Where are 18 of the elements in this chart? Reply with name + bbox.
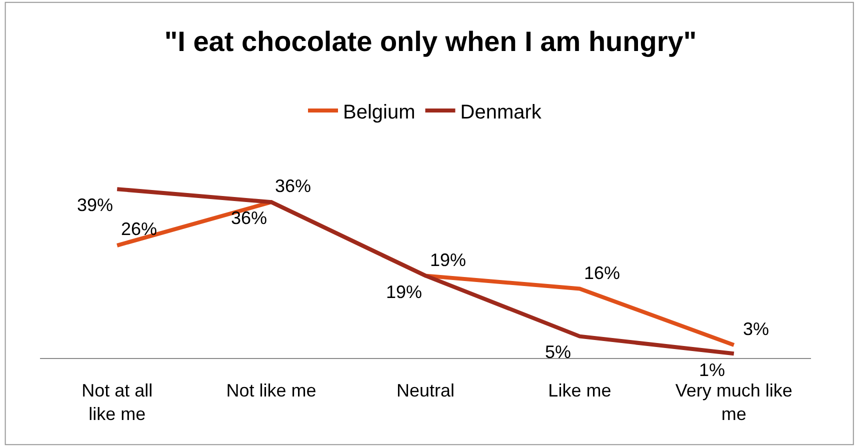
data-label: 39% [77,195,114,215]
data-label: 16% [584,263,620,283]
legend-label: Denmark [460,101,542,124]
x-tick-label: Like me [548,380,612,401]
x-tick-label: Neutral [396,380,455,401]
data-label: 26% [121,219,158,239]
data-label: 36% [231,208,268,228]
data-label: 19% [386,282,422,302]
x-tick-label: Very much like me [675,380,792,424]
legend-label: Belgium [343,101,416,124]
data-label: 3% [743,319,770,339]
data-label: 5% [545,342,572,362]
x-tick-label: Not at all like me [82,380,153,424]
data-label: 19% [430,250,466,270]
chart-title: "I eat chocolate only when I am hungry" [164,26,697,57]
data-label: 1% [699,360,726,380]
data-label: 36% [275,176,312,196]
x-tick-label: Not like me [226,380,316,401]
